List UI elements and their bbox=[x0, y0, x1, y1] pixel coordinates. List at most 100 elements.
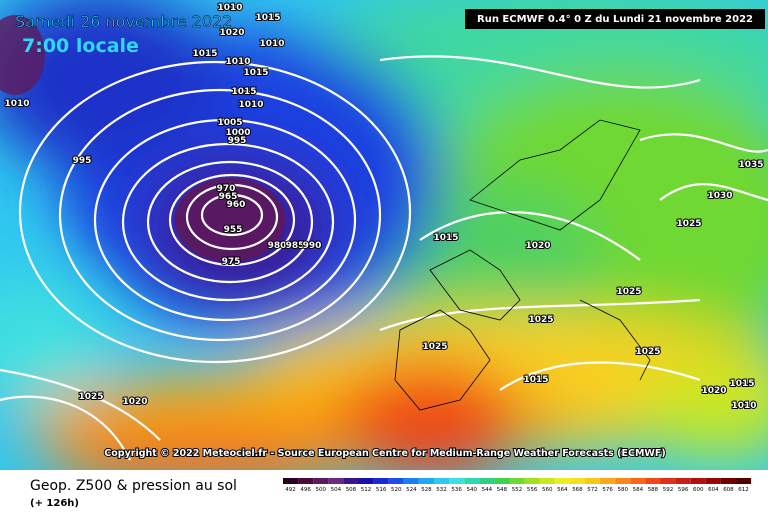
scale-swatch bbox=[434, 478, 450, 484]
run-info: Run ECMWF 0.4° 0 Z du Lundi 21 novembre … bbox=[477, 14, 753, 25]
isobar-label: 1035 bbox=[738, 160, 763, 170]
scale-label: 596 bbox=[678, 487, 689, 493]
scale-label: 512 bbox=[361, 487, 372, 493]
scale-label: 564 bbox=[557, 487, 568, 493]
isobar-label: 1020 bbox=[701, 386, 726, 396]
scale-label: 492 bbox=[285, 487, 296, 493]
isobar-label: 995 bbox=[73, 156, 92, 166]
copyright: Copyright © 2022 Meteociel.fr - Source E… bbox=[104, 448, 665, 459]
isobar-label: 965 bbox=[219, 192, 238, 202]
isobar-label: 980 bbox=[268, 241, 287, 251]
scale-swatch bbox=[449, 478, 465, 484]
run-box bbox=[465, 9, 765, 29]
scale-label: 508 bbox=[346, 487, 357, 493]
scale-label: 544 bbox=[482, 487, 493, 493]
scale-swatch bbox=[705, 478, 721, 484]
scale-label: 612 bbox=[738, 487, 749, 493]
isobar-label: 1010 bbox=[238, 100, 263, 110]
scale-label: 576 bbox=[602, 487, 613, 493]
scale-label: 584 bbox=[633, 487, 644, 493]
scale-label: 588 bbox=[648, 487, 659, 493]
scale-swatch bbox=[464, 478, 480, 484]
scale-label: 500 bbox=[316, 487, 327, 493]
scale-swatch bbox=[675, 478, 691, 484]
scale-label: 520 bbox=[391, 487, 402, 493]
scale-swatch bbox=[539, 478, 555, 484]
isobar-label: 1020 bbox=[219, 28, 244, 38]
isobar-label: 960 bbox=[227, 200, 246, 210]
scale-label: 560 bbox=[542, 487, 553, 493]
scale-label: 496 bbox=[300, 487, 311, 493]
isobar-label: 1000 bbox=[225, 128, 250, 138]
isobar-label: 1005 bbox=[217, 118, 242, 128]
isobar-label: 1010 bbox=[259, 39, 284, 49]
scale-swatch bbox=[373, 478, 389, 484]
isobar-label: 1015 bbox=[729, 379, 754, 389]
scale-swatch bbox=[524, 478, 540, 484]
isobar-label: 1015 bbox=[231, 87, 256, 97]
scale-label: 528 bbox=[421, 487, 432, 493]
isobar-label: 1025 bbox=[635, 347, 660, 357]
scale-swatch bbox=[328, 478, 344, 484]
scale-label: 580 bbox=[618, 487, 629, 493]
footer-title: Geop. Z500 & pression au sol bbox=[30, 478, 237, 494]
scale-label: 524 bbox=[406, 487, 417, 493]
isobar-label: 1015 bbox=[243, 68, 268, 78]
scale-label: 608 bbox=[723, 487, 734, 493]
scale-swatch bbox=[630, 478, 646, 484]
scale-label: 532 bbox=[436, 487, 447, 493]
isobar-label: 1025 bbox=[422, 342, 447, 352]
scale-swatch bbox=[690, 478, 706, 484]
isobar-label: 970 bbox=[217, 184, 236, 194]
footer-lead: (+ 126h) bbox=[30, 498, 79, 509]
isobar-label: 1015 bbox=[255, 13, 280, 23]
scale-label: 572 bbox=[587, 487, 598, 493]
isobar-label: 1015 bbox=[433, 233, 458, 243]
scale-label: 552 bbox=[512, 487, 523, 493]
scale-swatch bbox=[554, 478, 570, 484]
scale-swatch bbox=[660, 478, 676, 484]
isobar-label: 1010 bbox=[731, 401, 756, 411]
scale-swatch bbox=[479, 478, 495, 484]
isobar-label: 955 bbox=[224, 225, 243, 235]
isobar-label: 1020 bbox=[525, 241, 550, 251]
scale-swatch bbox=[358, 478, 374, 484]
isobar-label: 1030 bbox=[707, 191, 732, 201]
scale-label: 604 bbox=[708, 487, 719, 493]
field bbox=[0, 0, 768, 470]
scale-label: 556 bbox=[527, 487, 538, 493]
scale-swatch bbox=[569, 478, 585, 484]
scale-swatch bbox=[388, 478, 404, 484]
scale-swatch bbox=[283, 478, 299, 484]
isobar-label: 1020 bbox=[122, 397, 147, 407]
isobar-label: 975 bbox=[222, 257, 241, 267]
isobar-label: 1015 bbox=[523, 375, 548, 385]
scale-swatch bbox=[418, 478, 434, 484]
isobar-label: 1025 bbox=[616, 287, 641, 297]
scale-swatch bbox=[615, 478, 631, 484]
scale-label: 592 bbox=[663, 487, 674, 493]
isobar-label: 1010 bbox=[217, 3, 242, 13]
isobar-label: 1010 bbox=[4, 99, 29, 109]
isobar-label: 1010 bbox=[225, 57, 250, 67]
scale-label: 600 bbox=[693, 487, 704, 493]
scale-label: 504 bbox=[331, 487, 342, 493]
scale-label: 548 bbox=[497, 487, 508, 493]
scale-swatch bbox=[403, 478, 419, 484]
scale-label: 540 bbox=[467, 487, 478, 493]
scale-swatch bbox=[494, 478, 510, 484]
isobar-label: 1025 bbox=[78, 392, 103, 402]
time: 7:00 locale bbox=[22, 35, 139, 57]
isobar-label: 1025 bbox=[528, 315, 553, 325]
scale-swatch bbox=[313, 478, 329, 484]
scale-swatch bbox=[298, 478, 314, 484]
scale-swatch bbox=[343, 478, 359, 484]
isobar-label: 1015 bbox=[192, 49, 217, 59]
scale-swatch bbox=[600, 478, 616, 484]
isobar-label: 985 bbox=[286, 241, 305, 251]
scale-label: 516 bbox=[376, 487, 387, 493]
scale-label: 568 bbox=[572, 487, 583, 493]
isobar-label: 1025 bbox=[676, 219, 701, 229]
